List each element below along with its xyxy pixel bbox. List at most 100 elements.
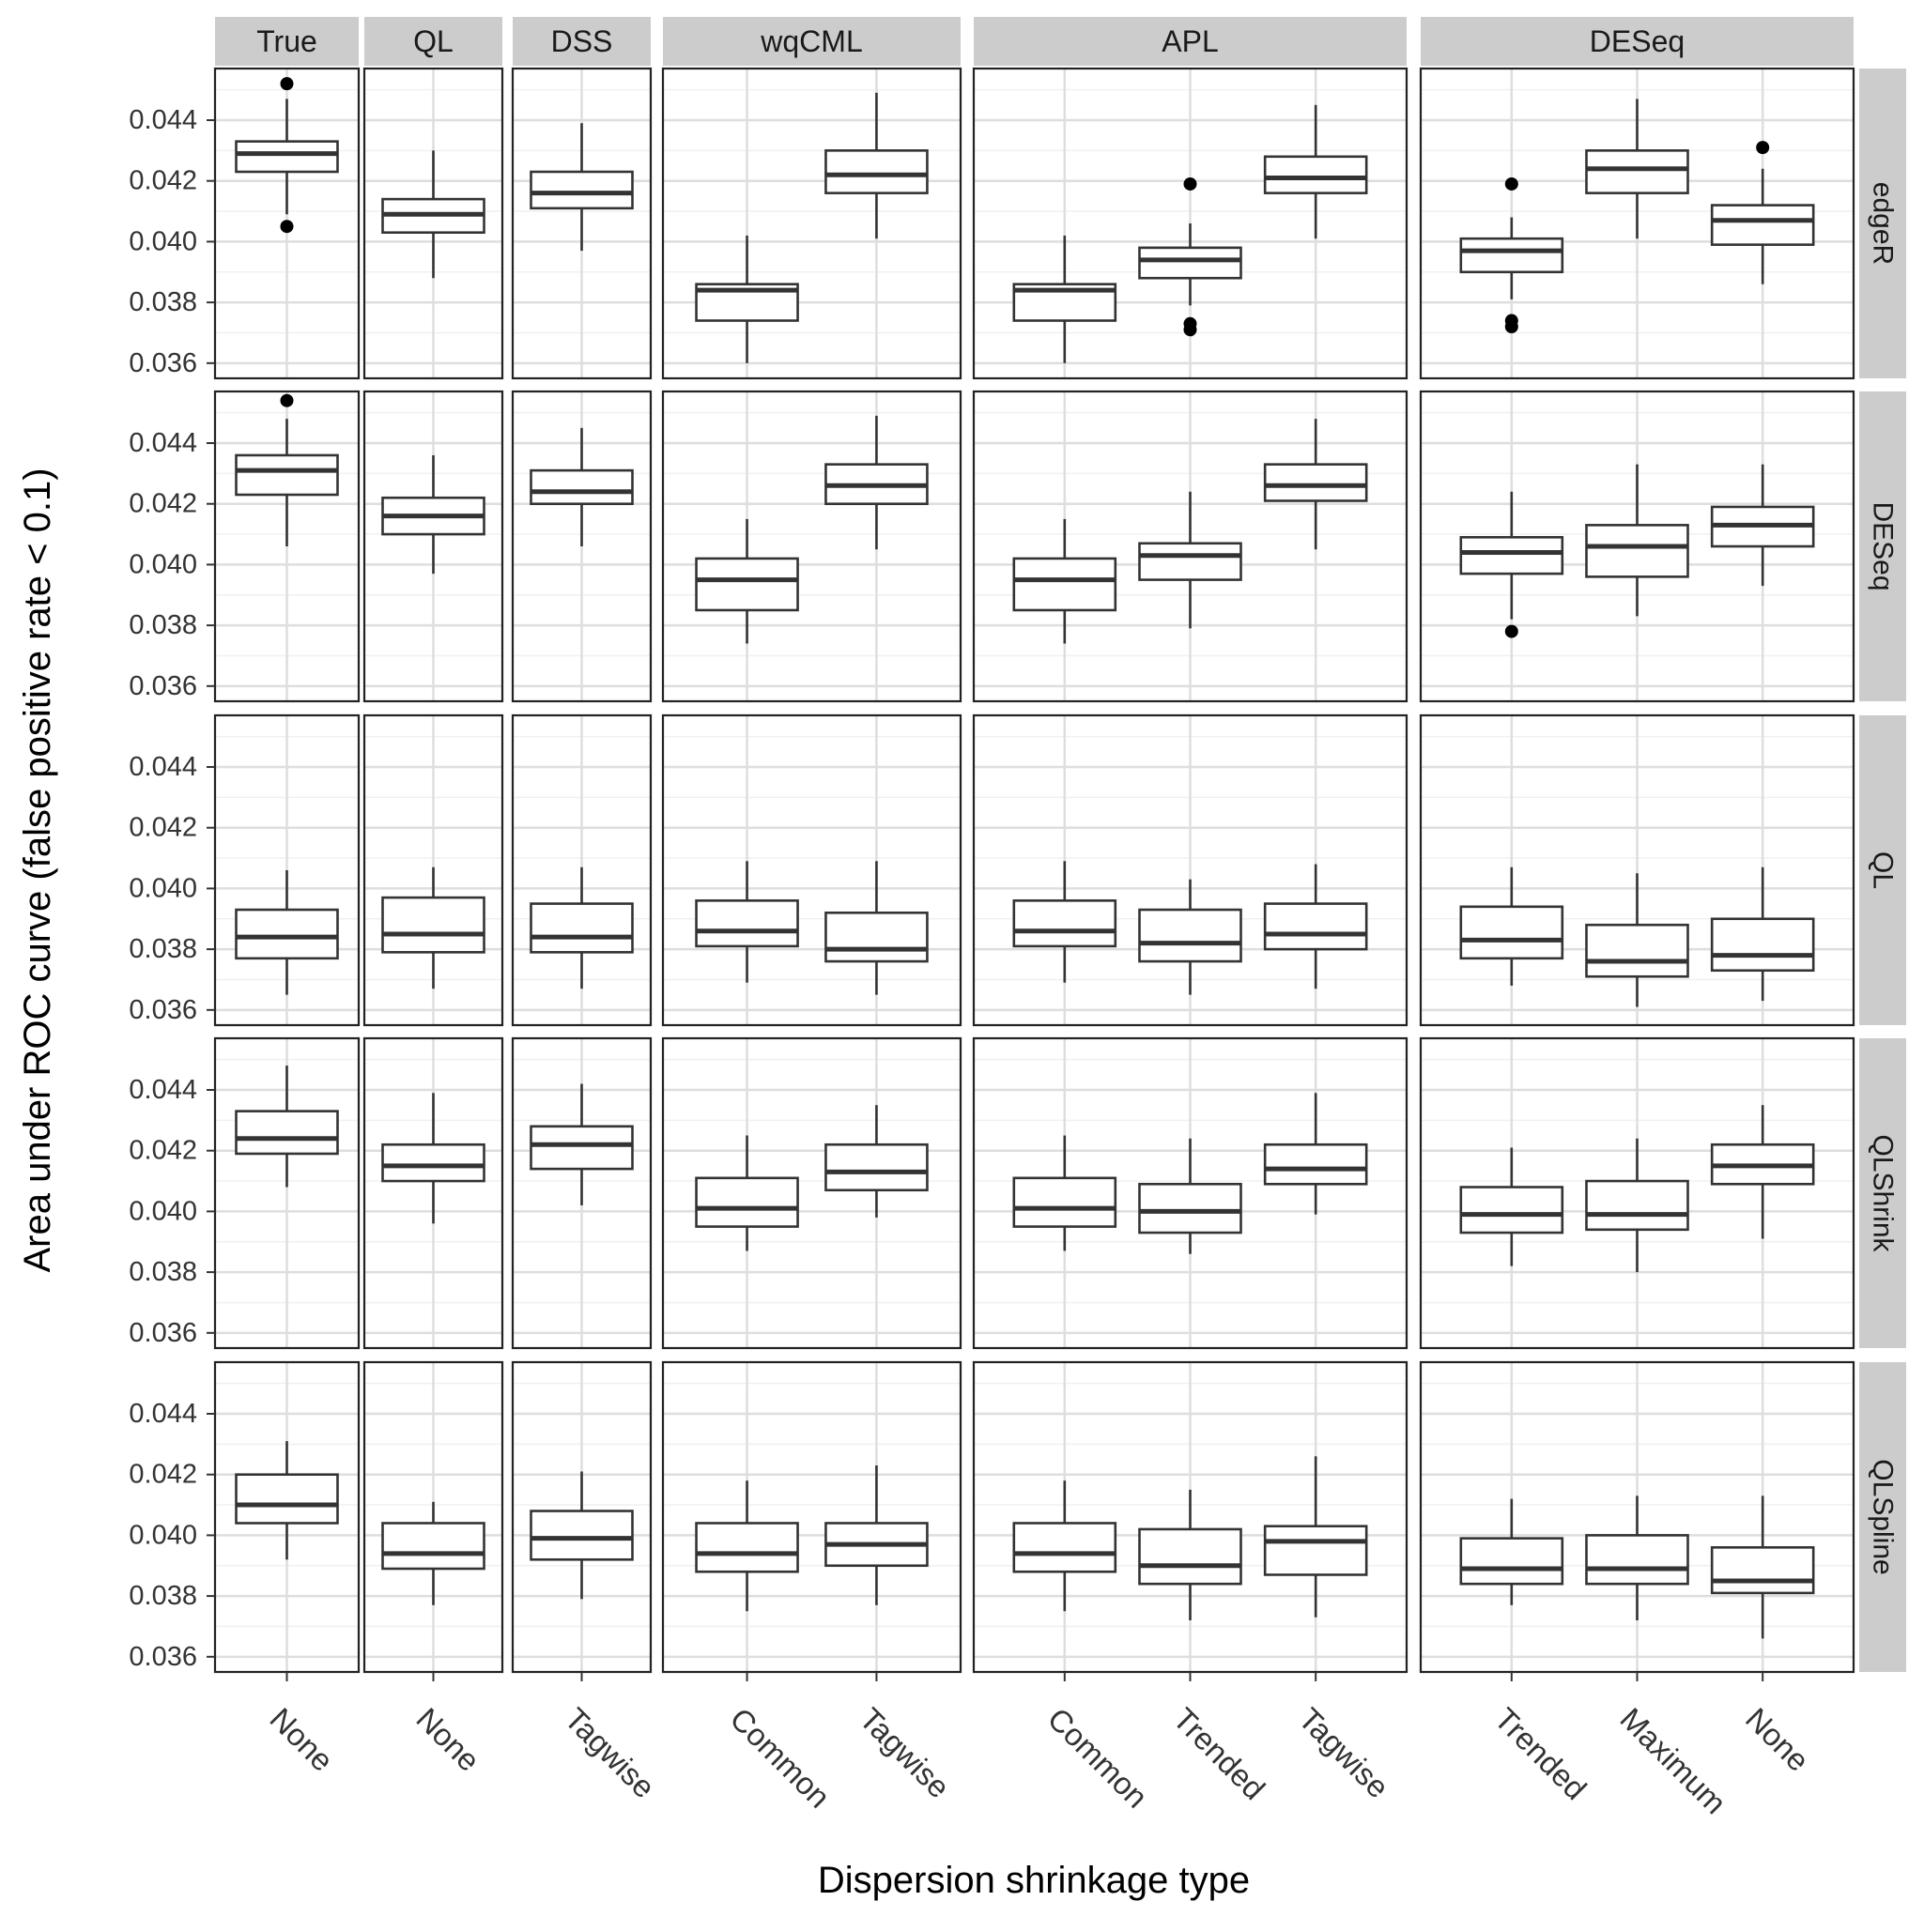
box (1138, 176, 1242, 337)
box-body (530, 902, 634, 954)
box (1585, 99, 1689, 239)
box-body (1710, 917, 1815, 973)
box (1459, 491, 1564, 638)
y-tick-label: 0.036 (129, 1642, 197, 1672)
panel-border (661, 67, 962, 380)
y-tick-label: 0.036 (129, 995, 197, 1025)
y-tick-label: 0.038 (129, 1581, 197, 1611)
box-body (235, 1473, 339, 1525)
box (235, 870, 339, 995)
box-body (1138, 1527, 1242, 1586)
box (235, 1066, 339, 1188)
box-body (1138, 246, 1242, 280)
column-strip-label: QL (413, 24, 454, 58)
box-body (695, 1176, 799, 1228)
y-tick-label: 0.040 (129, 1196, 197, 1226)
box (824, 1465, 929, 1605)
panel-border (362, 67, 504, 380)
column-strip (974, 17, 1407, 66)
outlier-point (280, 393, 294, 407)
box-body (1585, 524, 1689, 578)
panel-border (362, 713, 504, 1027)
box-body (695, 1522, 799, 1573)
panel-background (663, 391, 961, 701)
facet-panel (1419, 390, 1855, 703)
y-tick-label: 0.036 (129, 671, 197, 701)
box (824, 92, 929, 239)
y-tick-label: 0.042 (129, 1136, 197, 1166)
box-body (1012, 899, 1117, 948)
facet-panel (1419, 713, 1855, 1027)
box (381, 1093, 485, 1224)
facet-panel (972, 1360, 1408, 1674)
panel-border (213, 713, 361, 1027)
panel-border (213, 1036, 361, 1350)
box-body (1459, 237, 1564, 274)
y-tick-label: 0.042 (129, 813, 197, 843)
panel-border (972, 1036, 1408, 1350)
box (381, 1501, 485, 1605)
panel-border (511, 67, 653, 380)
y-tick-label: 0.044 (129, 1075, 197, 1105)
row-strip (1859, 715, 1906, 1025)
box (1012, 1480, 1117, 1612)
box (824, 1105, 929, 1218)
box-body (1138, 1182, 1242, 1234)
column-strip-label: DESeq (1590, 24, 1685, 58)
box (695, 1480, 799, 1612)
y-axis-title: Area under ROC curve (false positive rat… (17, 468, 58, 1272)
box-body (235, 1110, 339, 1156)
box (1138, 1489, 1242, 1620)
box (530, 1083, 634, 1205)
box-body (824, 911, 929, 963)
panel-border (213, 67, 361, 380)
box-body (1585, 149, 1689, 194)
panel-border (972, 713, 1408, 1027)
y-tick-label: 0.038 (129, 1257, 197, 1287)
box (1459, 1498, 1564, 1605)
y-tick-label: 0.036 (129, 1318, 197, 1348)
y-tick-label: 0.044 (129, 428, 197, 458)
x-tick-label: Maximum (1613, 1701, 1732, 1820)
facet-panel (661, 1360, 962, 1674)
facet-panel (511, 1036, 653, 1350)
column-strip (1421, 17, 1854, 66)
panel-border (661, 390, 962, 703)
y-tick-label: 0.036 (129, 348, 197, 378)
row-strip (1859, 1038, 1906, 1348)
panel-border (511, 390, 653, 703)
box-body (235, 140, 339, 174)
box (381, 866, 485, 989)
box-body (1263, 155, 1368, 194)
box-body (695, 899, 799, 948)
panel-border (511, 713, 653, 1027)
facet-panel (511, 67, 653, 380)
box (1710, 1105, 1815, 1239)
y-tick-label: 0.038 (129, 610, 197, 640)
box (1138, 879, 1242, 995)
box-body (235, 908, 339, 960)
y-tick-label: 0.040 (129, 873, 197, 903)
panel-border (1419, 390, 1855, 703)
facet-panel (511, 1360, 653, 1674)
facet-panel (362, 1360, 504, 1674)
facet-panel (213, 1360, 361, 1674)
box-body (1138, 908, 1242, 963)
box-body (1710, 1546, 1815, 1595)
box (381, 454, 485, 575)
box (1012, 235, 1117, 363)
box-body (1012, 1176, 1117, 1228)
box-body (1459, 1186, 1564, 1234)
y-tick-label: 0.042 (129, 166, 197, 196)
box-body (824, 149, 929, 194)
facet-panel (972, 1036, 1408, 1350)
x-tick-label: Common (723, 1701, 837, 1815)
box (1263, 1093, 1368, 1215)
column-strip (663, 17, 961, 66)
outlier-point (1183, 176, 1197, 191)
facet-panel (362, 390, 504, 703)
box (530, 866, 634, 989)
box (1263, 1456, 1368, 1618)
box-body (1263, 463, 1368, 502)
